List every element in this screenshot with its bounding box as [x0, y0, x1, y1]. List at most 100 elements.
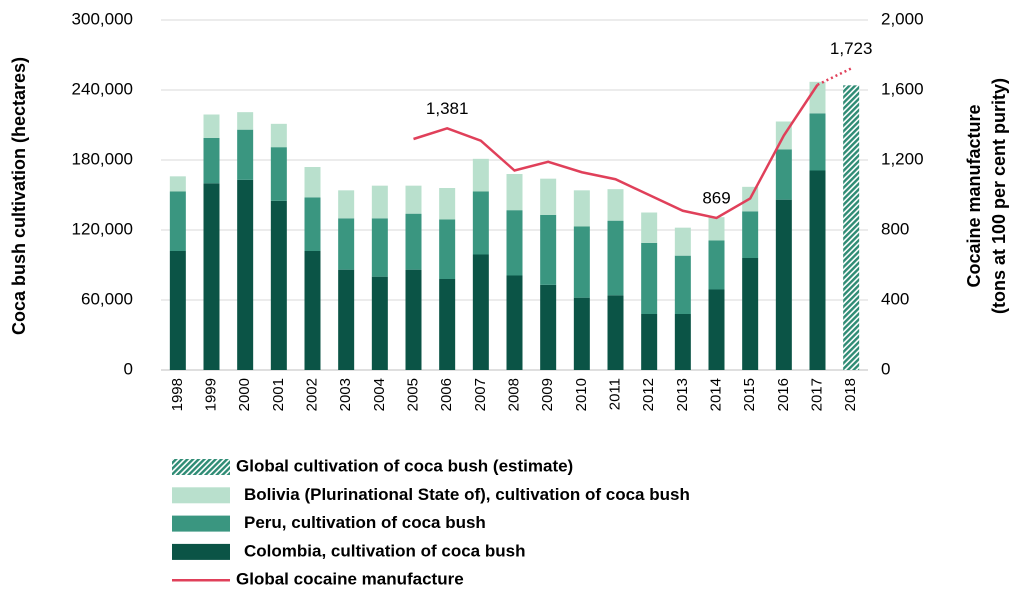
y-tick-label: 300,000 [72, 9, 133, 28]
x-tick-label: 2012 [640, 378, 657, 411]
bar-segment [405, 269, 422, 370]
x-tick-label: 2014 [707, 378, 724, 411]
y2-tick-label: 0 [881, 359, 890, 378]
bar-segment [472, 254, 489, 370]
bar-segment [674, 314, 691, 370]
x-tick-label: 2002 [303, 378, 320, 411]
bar-segment [237, 112, 254, 130]
bar-segment [237, 129, 254, 180]
bar-segment [506, 174, 523, 211]
bar-segment [506, 210, 523, 276]
bar-segment [674, 255, 691, 314]
bar-segment [439, 279, 456, 370]
bar-segment [607, 220, 624, 296]
legend-label: Global cocaine manufacture [236, 570, 464, 589]
x-tick-label: 2018 [842, 378, 859, 411]
bar-segment [809, 113, 826, 171]
y-tick-label: 0 [124, 359, 133, 378]
y2-tick-label: 1,200 [881, 149, 924, 168]
x-tick-label: 2007 [472, 378, 489, 411]
x-tick-label: 2008 [505, 378, 522, 411]
y2-tick-label: 1,600 [881, 79, 924, 98]
bar-segment [169, 251, 186, 370]
bar-segment [641, 242, 658, 314]
bar-segment [169, 191, 186, 251]
bar-segment [472, 158, 489, 192]
bar-segment [439, 219, 456, 279]
legend-label: Peru, cultivation of coca bush [244, 513, 486, 532]
bar-segment [775, 199, 792, 370]
bar-segment [607, 295, 624, 370]
bar-segment [540, 178, 557, 215]
bar-segment [674, 227, 691, 256]
bar-segment [304, 251, 321, 370]
x-tick-label: 2004 [371, 378, 388, 411]
bar-segment [641, 314, 658, 370]
bar-segment [270, 200, 287, 370]
x-tick-label: 2017 [808, 378, 825, 411]
y-tick-label: 60,000 [81, 289, 133, 308]
y-axis-title: Coca bush cultivation (hectares) [9, 57, 29, 335]
line-projection [816, 67, 852, 86]
data-label: 1,723 [830, 39, 873, 58]
legend-label: Colombia, cultivation of coca bush [244, 541, 525, 560]
x-tick-label: 2013 [674, 378, 691, 411]
legend-swatch [172, 459, 230, 475]
data-label: 1,381 [426, 99, 469, 118]
bar-segment [405, 185, 422, 214]
bar-segment [809, 170, 826, 370]
bar-segment [742, 258, 759, 370]
y-tick-label: 180,000 [72, 149, 133, 168]
bar-segment [371, 276, 388, 370]
bar-segment [270, 147, 287, 201]
legend-label: Global cultivation of coca bush (estimat… [236, 456, 573, 475]
x-tick-label: 2001 [270, 378, 287, 411]
bar-segment [540, 284, 557, 370]
bar-segment [708, 217, 725, 241]
bar-segment [573, 297, 590, 370]
x-tick-label: 1998 [169, 378, 186, 411]
bar-segment [607, 189, 624, 221]
x-tick-label: 2003 [337, 378, 354, 411]
y2-axis-title: (tons at 100 per cent purity) [989, 78, 1009, 314]
x-tick-label: 2010 [573, 378, 590, 411]
x-tick-label: 2005 [404, 378, 421, 411]
y-tick-label: 120,000 [72, 219, 133, 238]
bar-segment [304, 167, 321, 198]
data-label: 869 [702, 188, 730, 207]
bar-segment [338, 269, 355, 370]
bar-segment [203, 114, 220, 138]
bar-segment [641, 212, 658, 243]
x-tick-label: 2000 [236, 378, 253, 411]
bar-segment [742, 211, 759, 258]
legend-label: Bolivia (Plurinational State of), cultiv… [244, 485, 690, 504]
line [413, 84, 819, 220]
bar-segment [203, 137, 220, 184]
bar-segment [304, 197, 321, 251]
x-tick-label: 2006 [438, 378, 455, 411]
x-tick-label: 2016 [775, 378, 792, 411]
bar-segment [169, 176, 186, 192]
bar-segment [472, 191, 489, 255]
legend-swatch [172, 543, 230, 560]
bar-segment [270, 123, 287, 148]
x-tick-label: 2015 [741, 378, 758, 411]
bar-segment [371, 218, 388, 277]
bar-segment [203, 183, 220, 370]
bar [843, 85, 860, 370]
y2-tick-label: 800 [881, 219, 909, 238]
y2-axis-title: Cocaine manufacture [964, 104, 984, 287]
bar-segment [540, 214, 557, 285]
x-tick-label: 2009 [539, 378, 556, 411]
bar-segment [506, 275, 523, 370]
bar-segment [708, 240, 725, 290]
bar-segment [338, 218, 355, 270]
y2-tick-label: 400 [881, 289, 909, 308]
bar-segment [405, 213, 422, 270]
bar-segment [573, 226, 590, 298]
bar-segment [573, 190, 590, 227]
bar-segment [237, 179, 254, 370]
bar-segment [371, 185, 388, 219]
bar-segment [338, 190, 355, 219]
